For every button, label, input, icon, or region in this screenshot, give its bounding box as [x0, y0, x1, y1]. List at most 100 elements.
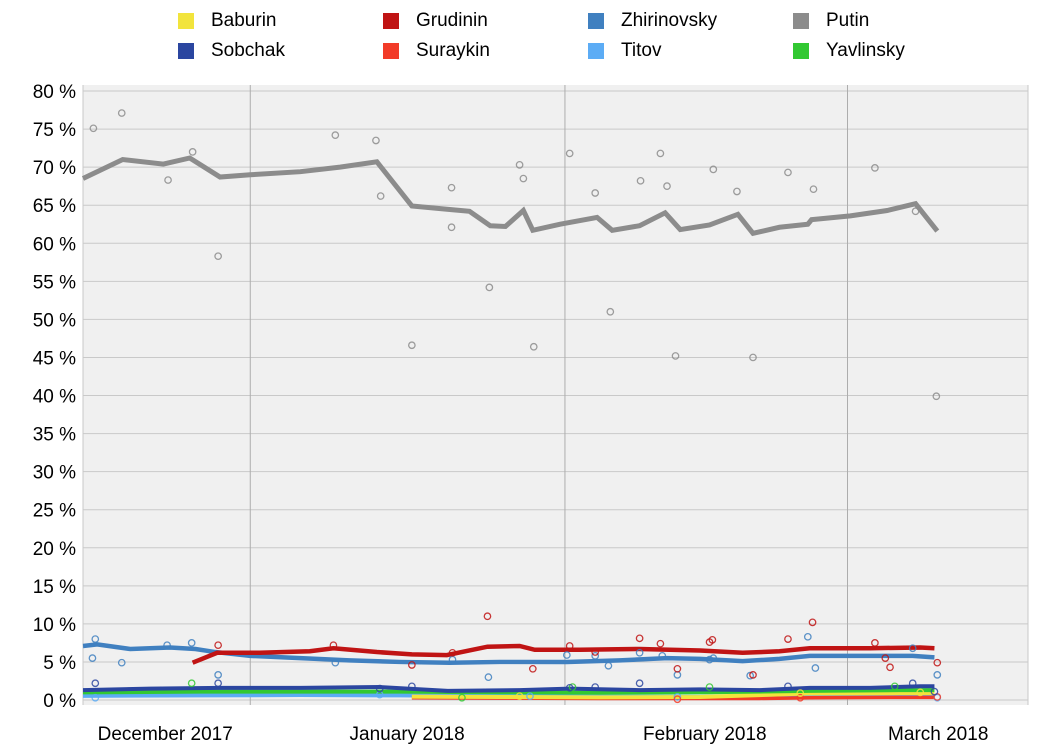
poll-point-grudinin	[635, 634, 644, 643]
poll-point-zhirinovsky	[803, 632, 812, 641]
y-tick-label: 20 %	[33, 539, 76, 560]
poll-point-sobchak	[565, 683, 574, 692]
y-tick-label: 75 %	[33, 120, 76, 141]
poll-point-grudinin	[565, 642, 574, 650]
poll-point-zhirinovsky	[331, 658, 340, 667]
poll-point-putin	[871, 164, 879, 172]
poll-point-putin	[809, 185, 818, 194]
poll-point-zhirinovsky	[484, 673, 493, 682]
poll-point-yavlinsky	[705, 683, 714, 691]
poll-point-sobchak	[375, 684, 384, 693]
poll-point-zhirinovsky	[187, 639, 196, 647]
poll-point-putin	[447, 183, 456, 192]
y-tick-label: 60 %	[33, 234, 76, 255]
poll-point-sobchak	[91, 679, 100, 688]
poll-point-putin	[671, 352, 680, 360]
poll-point-putin	[408, 341, 416, 350]
legend-label: Sobchak	[211, 40, 285, 61]
poll-point-sobchak	[591, 683, 600, 691]
y-tick-label: 10 %	[33, 615, 76, 636]
poll-point-putin	[932, 392, 941, 401]
poll-point-sobchak	[908, 679, 917, 688]
poll-point-zhirinovsky	[635, 648, 644, 657]
poll-point-zhirinovsky	[562, 651, 571, 659]
poll-point-zhirinovsky	[908, 644, 917, 653]
legend-label: Zhirinovsky	[621, 10, 718, 31]
poll-point-grudinin	[708, 636, 717, 644]
poll-point-grudinin	[749, 671, 757, 679]
poll-point-grudinin	[591, 648, 600, 656]
poll-point-zhirinovsky	[709, 654, 718, 662]
poll-point-putin	[663, 182, 671, 191]
poll-point-grudinin	[784, 635, 792, 643]
legend-swatch-icon	[793, 43, 809, 59]
y-tick-label: 65 %	[33, 196, 76, 217]
legend-label: Titov	[621, 40, 662, 61]
poll-point-grudinin	[808, 618, 817, 627]
poll-point-putin	[447, 223, 456, 232]
poll-point-baburin	[796, 689, 805, 697]
poll-point-grudinin	[408, 661, 416, 669]
poll-point-putin	[214, 252, 222, 261]
y-tick-label: 5 %	[43, 653, 76, 674]
poll-point-putin	[911, 207, 920, 216]
poll-point-grudinin	[886, 663, 894, 672]
legend-item-titov: Titov	[588, 39, 661, 63]
legend-label: Grudinin	[416, 10, 488, 31]
poll-point-putin	[749, 353, 757, 362]
legend-label: Baburin	[211, 10, 277, 31]
legend-item-putin: Putin	[793, 9, 869, 33]
poll-point-yavlinsky	[890, 682, 899, 691]
poll-point-grudinin	[871, 639, 879, 647]
poll-point-putin	[164, 176, 172, 184]
poll-point-zhirinovsky	[933, 671, 942, 679]
y-tick-label: 35 %	[33, 425, 76, 446]
legend-swatch-icon	[588, 43, 604, 59]
series-line-putin	[81, 155, 940, 237]
poll-point-grudinin	[881, 654, 890, 662]
poll-point-zhirinovsky	[214, 671, 222, 679]
poll-point-putin	[485, 283, 494, 292]
legend-item-zhirinovsky: Zhirinovsky	[588, 9, 717, 33]
poll-point-zhirinovsky	[705, 655, 714, 664]
y-tick-label: 25 %	[33, 501, 76, 522]
poll-point-baburin	[515, 692, 524, 701]
poll-point-putin	[519, 174, 528, 183]
series-line-baburin	[411, 691, 935, 700]
legend-label: Yavlinsky	[826, 40, 905, 61]
y-tick-label: 50 %	[33, 310, 76, 331]
poll-point-sobchak	[784, 682, 792, 691]
poll-point-grudinin	[483, 612, 492, 621]
y-tick-label: 30 %	[33, 463, 76, 484]
poll-point-putin	[529, 342, 538, 351]
poll-point-zhirinovsky	[88, 654, 97, 662]
legend-item-grudinin: Grudinin	[383, 9, 488, 33]
legend-swatch-icon	[383, 43, 399, 59]
poll-point-putin	[606, 307, 615, 316]
poll-point-grudinin	[214, 641, 222, 650]
y-tick-label: 0 %	[43, 691, 76, 712]
y-tick-label: 70 %	[33, 158, 76, 179]
x-tick-label: December 2017	[98, 724, 233, 745]
poll-point-zhirinovsky	[658, 651, 667, 660]
poll-point-sobchak	[635, 679, 644, 688]
legend-label: Suraykin	[416, 40, 490, 61]
poll-point-sobchak	[214, 679, 222, 688]
poll-point-putin	[376, 192, 385, 200]
poll-point-putin	[784, 168, 792, 177]
legend-item-yavlinsky: Yavlinsky	[793, 39, 905, 63]
poll-point-putin	[591, 189, 600, 197]
poll-point-zhirinovsky	[117, 658, 126, 667]
series-line-grudinin	[191, 643, 935, 665]
legend-swatch-icon	[588, 13, 604, 29]
legend-item-suraykin: Suraykin	[383, 39, 490, 63]
poll-point-putin	[709, 165, 718, 174]
poll-point-putin	[515, 160, 524, 169]
poll-point-yavlinsky	[187, 679, 196, 688]
poll-point-grudinin	[673, 664, 682, 673]
series-line-zhirinovsky	[82, 642, 935, 665]
poll-point-zhirinovsky	[91, 635, 100, 643]
y-tick-label: 80 %	[33, 82, 76, 103]
poll-point-suraykin	[673, 695, 682, 704]
x-tick-label: February 2018	[643, 724, 767, 745]
